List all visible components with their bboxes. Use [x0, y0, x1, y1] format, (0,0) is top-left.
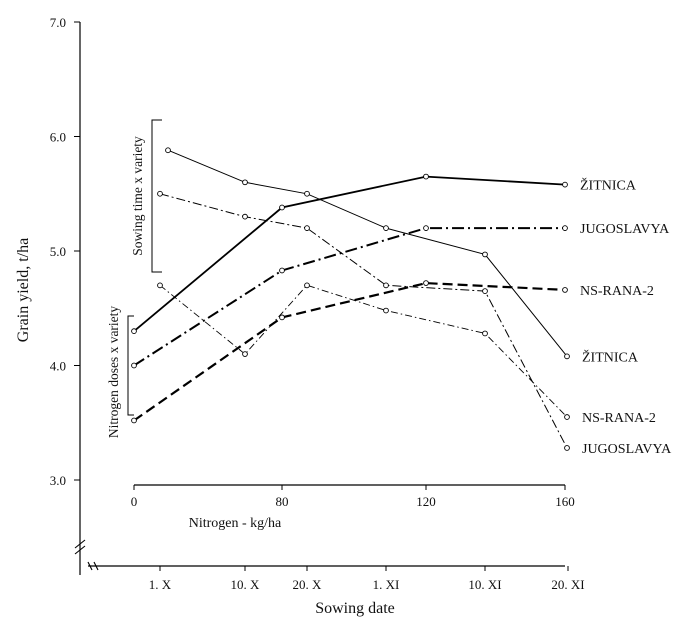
nitrogen-data-point	[562, 225, 568, 231]
sowing-data-point	[242, 351, 248, 357]
sowing-data-point	[383, 282, 389, 289]
sowing-bracket-label: Sowing time x variety	[130, 136, 145, 256]
nitrogen-bracket	[127, 315, 134, 416]
axis-break-marks	[74, 539, 99, 571]
sowing-series-label: JUGOSLAVYA	[582, 442, 672, 457]
nitrogen-series-label: ŽITNICA	[580, 177, 637, 194]
series-layer	[131, 147, 570, 451]
sowing-bracket	[151, 119, 162, 273]
sowing-tick-label: 1. XI	[373, 577, 400, 592]
nitrogen-data-point	[279, 314, 285, 321]
nitrogen-data-point	[423, 280, 429, 286]
sowing-series-line	[167, 149, 568, 357]
nitrogen-data-point	[423, 173, 429, 180]
sowing-series-line	[159, 284, 568, 418]
sowing-series-line	[159, 193, 568, 449]
nitrogen-tick-label: 120	[416, 494, 436, 509]
sowing-data-point	[304, 225, 310, 231]
nitrogen-tick-label: 0	[131, 494, 138, 509]
end-label-layer: ŽITNICA JUGOSLAVYA NS-RANA-2 ŽITNICA JUGOSLA…	[580, 177, 672, 457]
sowing-data-point	[165, 147, 171, 154]
sowing-data-point	[304, 282, 310, 289]
nitrogen-series-line	[133, 175, 566, 332]
sowing-series-label: NS-RANA-2	[582, 411, 656, 426]
y-tick-label: 7.0	[50, 15, 66, 30]
y-tick-label: 3.0	[50, 473, 66, 488]
nitrogen-data-point	[131, 417, 137, 424]
sowing-data-point	[482, 251, 488, 258]
sowing-axis-title: Sowing date	[315, 600, 395, 617]
sowing-ticks: 1. X 10. X 20. X 1. XI 10. XI 20. XI	[149, 566, 585, 592]
nitrogen-series-line	[133, 227, 565, 367]
sowing-data-point	[242, 179, 248, 186]
sowing-data-point	[482, 288, 488, 294]
sowing-data-point	[482, 330, 488, 337]
sowing-data-point	[383, 225, 389, 231]
sowing-tick-label: 20. X	[293, 577, 323, 592]
sowing-series-label: ŽITNICA	[582, 348, 639, 365]
nitrogen-bracket-label: Nitrogen doses x variety	[106, 306, 121, 439]
nitrogen-data-point	[423, 225, 429, 231]
sowing-data-point	[242, 213, 248, 220]
nitrogen-data-point	[562, 181, 568, 188]
y-tick-label: 4.0	[50, 359, 66, 374]
y-ticks: 3.0 4.0 5.0 6.0 7.0	[50, 15, 80, 488]
nitrogen-axis-title: Nitrogen - kg/ha	[189, 516, 282, 531]
nitrogen-series-line	[133, 281, 566, 422]
sowing-tick-label: 10. XI	[468, 577, 501, 592]
nitrogen-data-point	[131, 362, 137, 369]
sowing-data-point	[304, 190, 310, 197]
sowing-data-point	[564, 414, 570, 420]
nitrogen-data-point	[562, 287, 568, 293]
y-tick-label: 6.0	[50, 130, 66, 145]
y-tick-label: 5.0	[50, 244, 66, 259]
nitrogen-ticks: 0 80 120 160	[131, 485, 575, 509]
sowing-data-point	[157, 282, 163, 289]
nitrogen-series-label: JUGOSLAVYA	[580, 222, 670, 237]
sowing-data-point	[157, 190, 163, 197]
nitrogen-tick-label: 80	[276, 494, 289, 509]
y-axis-title: Grain yield, t/ha	[15, 238, 32, 342]
nitrogen-series-label: NS-RANA-2	[580, 284, 654, 299]
sowing-tick-label: 10. X	[231, 577, 261, 592]
sowing-tick-label: 20. XI	[551, 577, 584, 592]
sowing-data-point	[564, 353, 570, 360]
nitrogen-data-point	[279, 204, 285, 211]
sowing-data-point	[383, 307, 389, 314]
nitrogen-tick-label: 160	[555, 494, 575, 509]
nitrogen-data-point	[131, 328, 137, 335]
sowing-data-point	[564, 445, 570, 451]
sowing-tick-label: 1. X	[149, 577, 172, 592]
nitrogen-data-point	[279, 267, 285, 274]
